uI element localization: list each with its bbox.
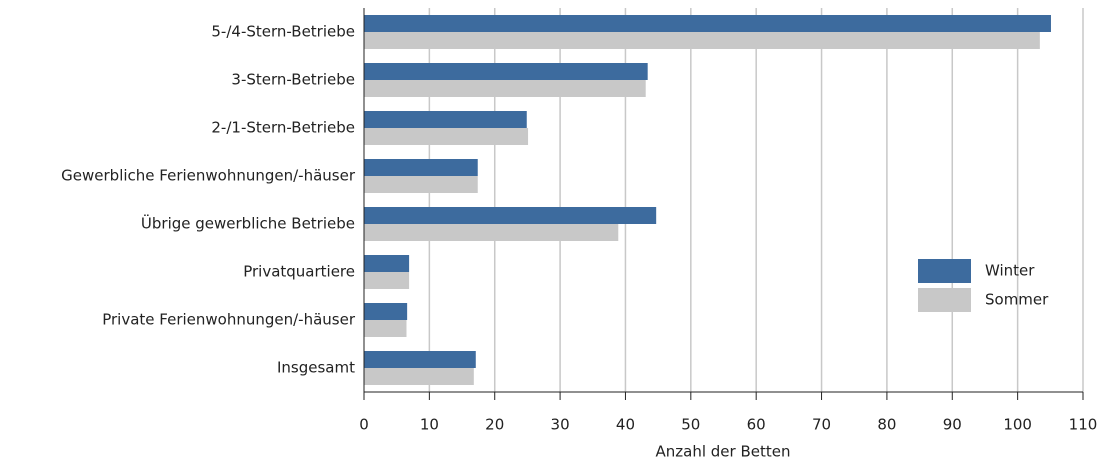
bar (364, 63, 648, 80)
legend-label: Winter (985, 262, 1035, 280)
x-tick-label: 110 (1069, 416, 1098, 434)
bar (364, 272, 410, 289)
x-tick-label: 0 (359, 416, 369, 434)
y-tick-label: Gewerbliche Ferienwohnungen/-häuser (61, 167, 356, 185)
legend-swatch (918, 259, 971, 283)
x-tick-label: 30 (551, 416, 570, 434)
bar (364, 159, 478, 176)
bar (364, 351, 476, 368)
y-tick-label: Private Ferienwohnungen/-häuser (102, 311, 356, 329)
bar (364, 368, 474, 385)
x-tick-label: 20 (485, 416, 504, 434)
bar (364, 207, 657, 224)
y-tick-label: Übrige gewerbliche Betriebe (141, 214, 355, 233)
bar (364, 303, 408, 320)
y-tick-label: Privatquartiere (243, 263, 355, 281)
x-tick-label: 100 (1003, 416, 1032, 434)
x-tick-label: 50 (681, 416, 700, 434)
bar (364, 32, 1040, 49)
y-tick-label: 5-/4-Stern-Betriebe (211, 23, 355, 41)
x-tick-label: 40 (616, 416, 635, 434)
bar (364, 255, 410, 272)
y-tick-label: Insgesamt (277, 359, 355, 377)
x-tick-label: 60 (747, 416, 766, 434)
x-tick-label: 10 (420, 416, 439, 434)
legend-label: Sommer (985, 291, 1049, 309)
bar (364, 111, 527, 128)
x-tick-label: 70 (812, 416, 831, 434)
bar (364, 15, 1051, 32)
x-tick-label: 80 (877, 416, 896, 434)
y-tick-label: 3-Stern-Betriebe (231, 71, 355, 89)
bar (364, 320, 407, 337)
x-tick-label: 90 (943, 416, 962, 434)
bar (364, 224, 619, 241)
legend-swatch (918, 288, 971, 312)
bar (364, 128, 529, 145)
bar (364, 80, 646, 97)
y-tick-label: 2-/1-Stern-Betriebe (211, 119, 355, 137)
x-axis-label: Anzahl der Betten (656, 443, 791, 461)
bar (364, 176, 478, 193)
